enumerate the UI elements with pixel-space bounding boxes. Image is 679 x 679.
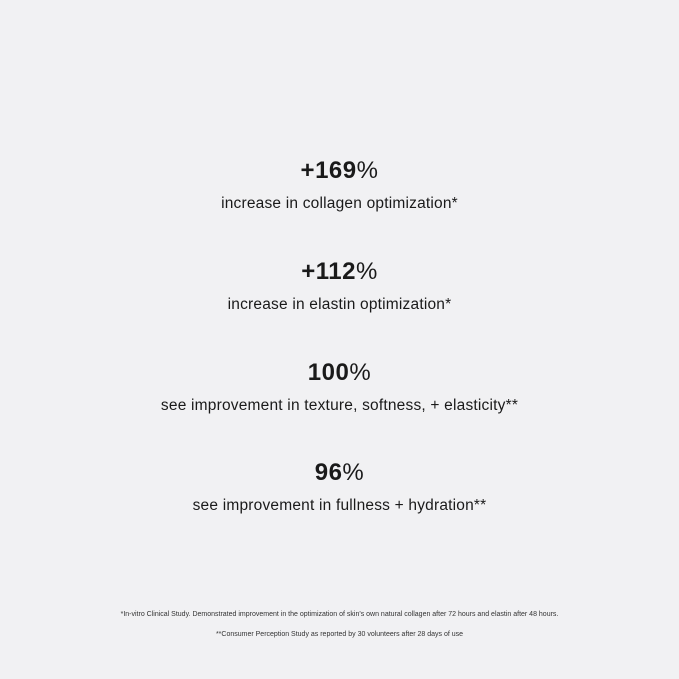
stat-hydration: 96% see improvement in fullness + hydrat… — [0, 459, 679, 516]
stat-description: increase in collagen optimization* — [221, 195, 458, 212]
stat-elastin: +112% increase in elastin optimization* — [0, 258, 679, 315]
stat-unit: % — [342, 459, 365, 486]
stat-number: +112 — [301, 258, 356, 285]
stat-value: +112% — [0, 258, 679, 286]
stat-description: see improvement in texture, softness, + … — [160, 397, 519, 414]
stat-unit: % — [355, 258, 378, 285]
stat-value: 100% — [0, 359, 679, 387]
stat-unit: % — [356, 157, 379, 184]
stat-number: 96 — [314, 459, 343, 486]
stat-description: increase in elastin optimization* — [227, 296, 452, 313]
stat-value: 96% — [0, 459, 679, 487]
stat-description: see improvement in fullness + hydration*… — [192, 497, 487, 514]
stat-number: +169 — [300, 157, 357, 184]
stat-collagen: +169% increase in collagen optimization* — [0, 157, 679, 214]
stat-unit: % — [349, 359, 372, 386]
stat-value: +169% — [0, 157, 679, 185]
stat-texture: 100% see improvement in texture, softnes… — [0, 359, 679, 416]
footnote-clinical: *In-vitro Clinical Study. Demonstrated i… — [120, 611, 559, 618]
stat-number: 100 — [307, 359, 350, 386]
footnote-consumer: **Consumer Perception Study as reported … — [215, 631, 464, 638]
